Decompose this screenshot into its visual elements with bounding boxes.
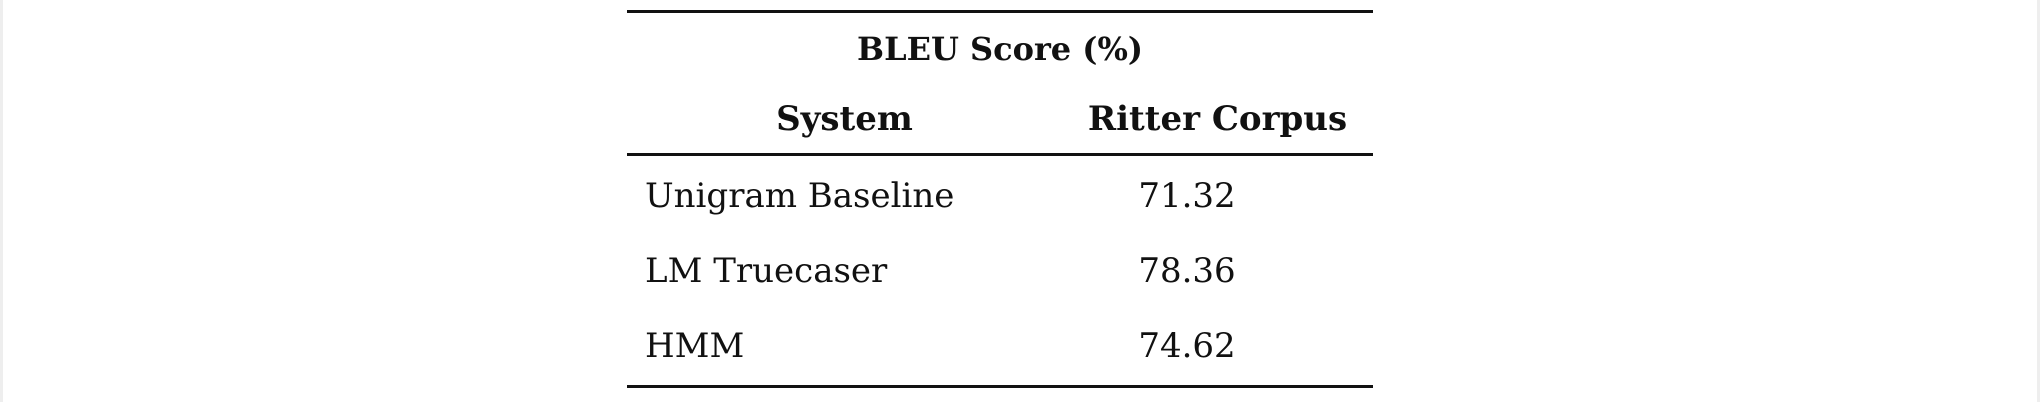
bottom-rule xyxy=(627,385,1373,388)
system-cell: Unigram Baseline xyxy=(645,175,955,216)
system-cell: HMM xyxy=(645,325,745,366)
results-table: BLEU Score (%) System Ritter Corpus Unig… xyxy=(627,10,1373,388)
table-header-row: System Ritter Corpus xyxy=(627,85,1373,153)
column-header-ritter-corpus: Ritter Corpus xyxy=(1087,99,1348,139)
table-row: Unigram Baseline 71.32 xyxy=(627,158,1373,233)
right-edge xyxy=(2037,0,2040,402)
table-title-text: BLEU Score (%) xyxy=(857,30,1143,68)
column-header-system: System xyxy=(776,99,913,139)
left-edge xyxy=(0,0,3,402)
system-cell: LM Truecaser xyxy=(645,250,888,291)
table-title: BLEU Score (%) xyxy=(627,13,1373,85)
table-row: LM Truecaser 78.36 xyxy=(627,233,1373,308)
score-cell: 74.62 xyxy=(1138,325,1236,366)
top-rule xyxy=(627,10,1373,13)
score-cell: 78.36 xyxy=(1138,250,1236,291)
mid-rule xyxy=(627,153,1373,156)
score-cell: 71.32 xyxy=(1138,175,1236,216)
table-row: HMM 74.62 xyxy=(627,308,1373,383)
